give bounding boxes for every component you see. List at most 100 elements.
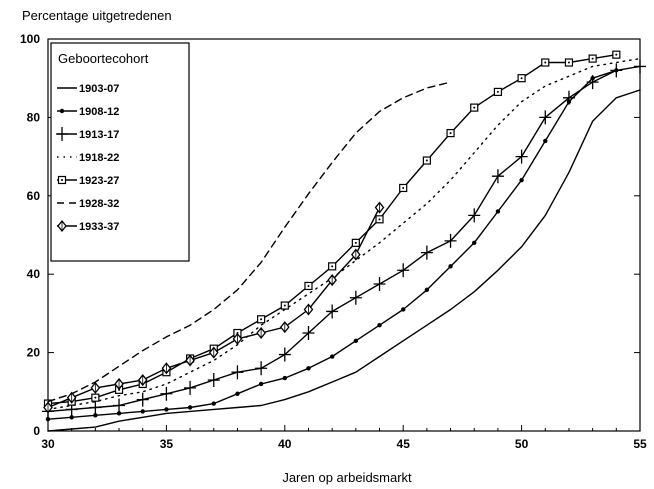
- data-point-1913-17: [373, 277, 386, 291]
- data-point-1908-12: [424, 287, 430, 293]
- data-point-1923-27-center: [378, 218, 381, 221]
- data-point-1908-12: [187, 405, 193, 410]
- data-point-1923-27-center: [544, 61, 547, 64]
- data-point-1908-12: [69, 415, 74, 420]
- data-point-1913-17: [468, 208, 481, 223]
- data-point-1913-17: [160, 386, 173, 401]
- data-point-1923-27-center: [307, 284, 310, 287]
- data-point-1913-17: [231, 365, 244, 380]
- legend-marker-1923-27-center: [61, 179, 63, 181]
- data-point-1913-17: [562, 90, 575, 105]
- legend-label-1903-07: 1903-07: [79, 83, 119, 95]
- data-point-1913-17: [539, 110, 552, 125]
- series-line-1903-07: [47, 89, 641, 432]
- y-tick-label: 0: [33, 424, 40, 438]
- series-1903-07: [47, 89, 641, 432]
- series-line-1928-32: [47, 81, 452, 403]
- series-1908-12: [45, 68, 619, 422]
- data-point-1923-27-center: [567, 61, 570, 64]
- plot-frame: [47, 38, 641, 432]
- data-point-1923-27-center: [402, 186, 405, 189]
- data-point-1913-17: [113, 398, 126, 413]
- series-1933-37: [43, 201, 385, 414]
- data-point-1908-12: [448, 264, 453, 269]
- legend-label-1933-37: 1933-37: [79, 221, 119, 233]
- data-point-1913-17: [491, 169, 504, 184]
- data-point-1908-12: [472, 240, 477, 246]
- data-point-1908-12: [116, 411, 122, 416]
- data-point-1913-17: [136, 392, 149, 407]
- data-point-1913-17: [278, 347, 291, 362]
- data-point-1908-12: [140, 409, 145, 414]
- legend-entry-1908-12: 1908-12: [57, 106, 119, 118]
- x-axis-label: Jaren op arbeidsmarkt: [282, 470, 412, 485]
- legend-entry-1903-07: 1903-07: [57, 83, 119, 95]
- legend-title: Geboortecohort: [58, 51, 149, 66]
- series-1918-22: [47, 57, 641, 411]
- data-point-1908-12: [495, 209, 501, 214]
- data-point-1923-27-center: [331, 265, 334, 268]
- x-tick-label: 35: [160, 437, 174, 451]
- data-point-1913-17: [444, 233, 457, 248]
- data-point-1913-17: [515, 149, 528, 164]
- data-point-1908-12: [235, 391, 240, 396]
- y-tick-label: 40: [27, 267, 41, 281]
- data-point-1908-12: [519, 177, 524, 183]
- data-point-1908-12: [543, 138, 548, 144]
- data-point-1908-12: [45, 417, 51, 422]
- y-tick-label: 20: [27, 346, 41, 360]
- legend-label-1923-27: 1923-27: [79, 175, 119, 187]
- axis-ticks: 30 35 40 45 50 55 0 20 40 60 80 100: [20, 32, 647, 451]
- series-group: [42, 50, 646, 432]
- data-point-1923-27-center: [449, 132, 452, 135]
- data-point-1908-12: [329, 354, 335, 359]
- legend-entry-1918-22: 1918-22: [57, 152, 119, 164]
- y-tick-label: 60: [27, 189, 41, 203]
- data-point-1913-17: [89, 400, 102, 415]
- x-tick-label: 40: [278, 437, 292, 451]
- series-line-1918-22: [47, 57, 641, 411]
- y-tick-label: 100: [20, 32, 40, 46]
- data-point-1913-17: [207, 373, 220, 388]
- data-point-1908-12: [164, 407, 169, 412]
- legend-marker-1913-17: [56, 127, 68, 141]
- data-point-1908-12: [93, 413, 98, 418]
- legend-entry-1923-27: 1923-27: [57, 175, 119, 187]
- data-point-1923-27-center: [354, 241, 357, 244]
- data-point-1908-12: [282, 375, 287, 381]
- y-tick-label: 80: [27, 110, 41, 124]
- data-point-1908-12: [377, 322, 382, 328]
- data-point-1913-17: [634, 59, 646, 74]
- series-line-1913-17: [47, 65, 641, 413]
- data-point-1923-27-center: [615, 53, 618, 56]
- y-axis-label: Percentage uitgetredenen: [22, 8, 172, 23]
- data-point-1908-12: [401, 307, 406, 312]
- legend-label-1918-22: 1918-22: [79, 152, 119, 164]
- x-tick-label: 45: [397, 437, 411, 451]
- data-point-1913-17: [302, 326, 315, 340]
- data-point-1913-17: [349, 290, 362, 305]
- x-tick-label: 50: [515, 437, 529, 451]
- legend-label-1908-12: 1908-12: [79, 106, 119, 118]
- legend-label-1913-17: 1913-17: [79, 129, 119, 141]
- data-point-1923-27-center: [260, 318, 263, 321]
- legend: Geboortecohort 1903-07 1908-12 1913-17 1918-…: [50, 42, 190, 262]
- data-point-1908-12: [353, 338, 359, 344]
- legend-entry-1928-32: 1928-32: [57, 198, 119, 210]
- legend-entry-1913-17: 1913-17: [56, 127, 119, 141]
- data-point-1908-12: [211, 401, 216, 406]
- data-point-1908-12: [258, 381, 264, 387]
- data-point-1923-27-center: [520, 77, 523, 80]
- axes: [47, 38, 641, 432]
- series-1928-32: [47, 81, 452, 403]
- data-point-1913-17: [397, 263, 410, 278]
- data-point-1913-17: [255, 361, 268, 376]
- data-point-1923-27-center: [473, 106, 476, 109]
- data-point-1923-27-center: [425, 159, 428, 162]
- data-point-1913-17: [586, 75, 599, 90]
- data-point-1908-12: [306, 366, 311, 371]
- data-point-1913-17: [420, 245, 433, 260]
- legend-entry-1933-37: 1933-37: [57, 219, 119, 233]
- data-point-1923-27-center: [496, 90, 499, 93]
